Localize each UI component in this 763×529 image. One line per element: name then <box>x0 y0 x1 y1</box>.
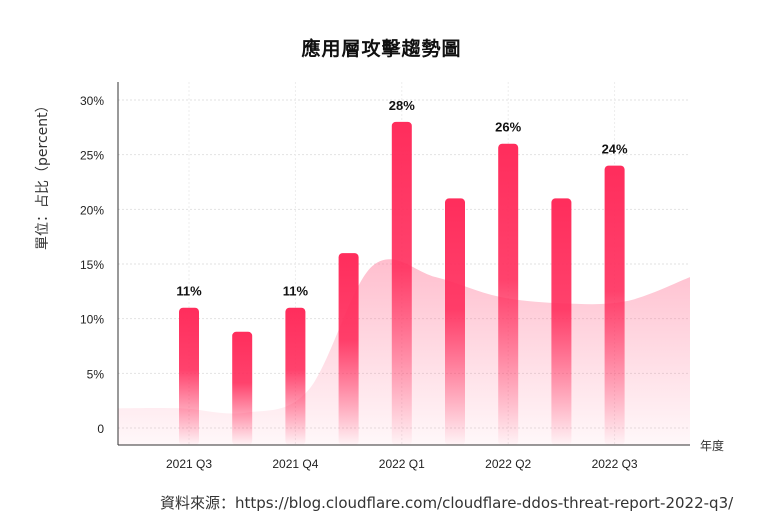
chart-title: 應用層攻擊趨勢圖 <box>301 38 462 60</box>
x-tick-label: 2022 Q3 <box>592 457 638 471</box>
x-tick-label: 2022 Q2 <box>485 457 531 471</box>
bar <box>285 307 306 445</box>
y-tick-label: 5% <box>87 367 105 381</box>
x-tick-label: 2022 Q1 <box>379 457 425 471</box>
bar <box>498 143 519 445</box>
x-axis-label: 年度 <box>700 438 724 453</box>
x-tick-label: 2021 Q4 <box>272 457 318 471</box>
y-tick-label: 0 <box>97 422 104 436</box>
source-note: 資料來源：https://blog.cloudflare.com/cloudfl… <box>160 494 734 512</box>
bar <box>338 253 359 445</box>
bar <box>551 198 572 445</box>
y-tick-label: 10% <box>80 313 104 327</box>
x-tick-label: 2021 Q3 <box>166 457 212 471</box>
bar <box>445 198 465 445</box>
y-ticks: 0 5% 10% 15% 20% 25% 30% <box>80 94 104 436</box>
y-tick-label: 25% <box>80 149 104 163</box>
y-tick-label: 20% <box>80 203 104 217</box>
y-tick-label: 15% <box>80 258 104 272</box>
bar <box>391 121 412 445</box>
x-ticks: 2021 Q3 2021 Q4 2022 Q1 2022 Q2 2022 Q3 <box>166 457 638 471</box>
data-label: 11% <box>176 284 202 299</box>
data-label: 24% <box>602 142 628 157</box>
bar <box>179 307 199 445</box>
data-label: 11% <box>283 284 309 299</box>
bars <box>179 121 625 445</box>
y-tick-label: 30% <box>80 94 104 108</box>
data-label: 26% <box>495 120 521 135</box>
data-label: 28% <box>389 98 415 113</box>
bar <box>604 165 625 445</box>
bar <box>232 331 253 445</box>
data-labels: 11% 11% 28% 26% 24% <box>176 98 628 299</box>
